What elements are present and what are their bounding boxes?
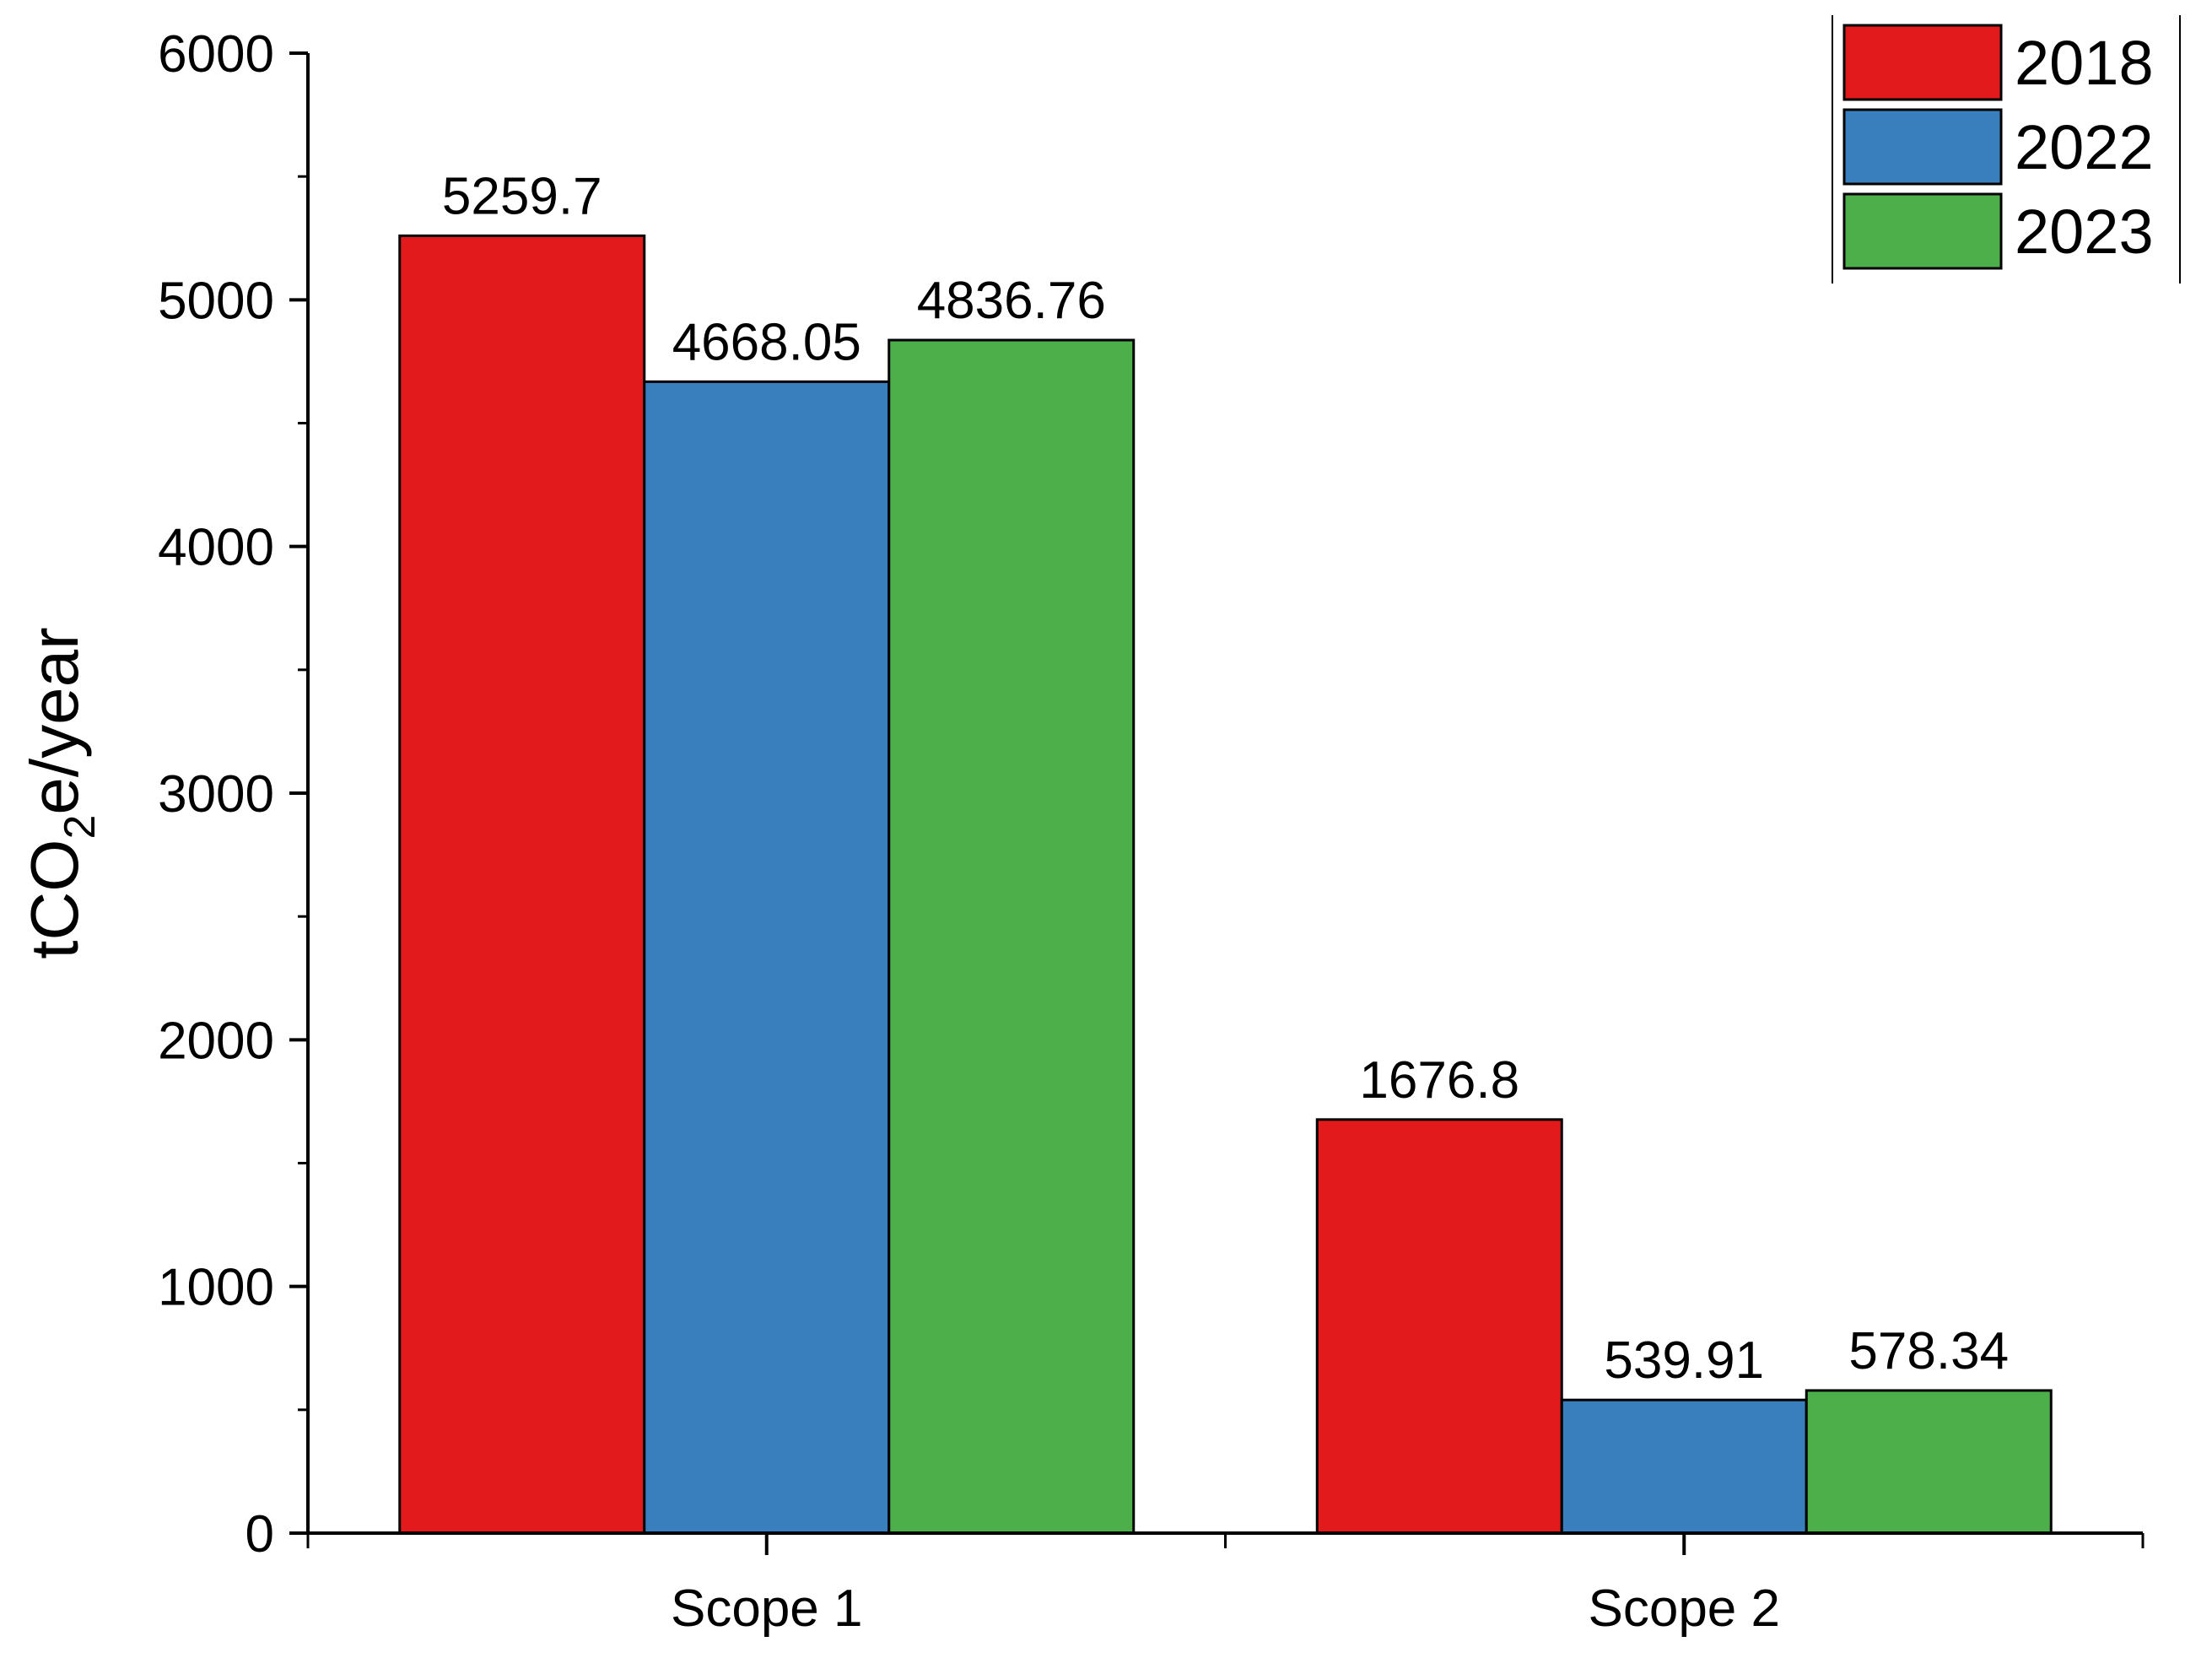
- bars-layer: [398, 234, 2053, 1535]
- y-tick-label: 6000: [158, 25, 274, 84]
- x-tick-label: Scope 2: [1588, 1580, 1780, 1638]
- y-tick-label: 4000: [158, 519, 274, 577]
- legend-label-2022: 2022: [2015, 112, 2154, 182]
- bar-2018-scope-2: [1315, 1118, 1563, 1535]
- bar-2022-scope-2: [1560, 1398, 1808, 1535]
- data-labels-layer: 5259.7 4668.05 4836.76 1676.8 539.91 578.34: [442, 167, 2009, 1390]
- bar-2023-scope-1: [887, 338, 1136, 1535]
- bar-2018-scope-1: [398, 234, 646, 1535]
- legend-swatch-2018: [1842, 24, 2003, 101]
- y-tick-label: 1000: [158, 1259, 274, 1317]
- data-label-2022-scope-1: 4668.05: [672, 313, 861, 371]
- legend: 2018 2022 2023: [1832, 15, 2181, 284]
- axes-layer: 0 1000 2000 3000 4000 5000 6000 Scope 1 Scope 2: [158, 25, 2145, 1638]
- y-tick-label: 2000: [158, 1012, 274, 1070]
- y-tick-label: 5000: [158, 272, 274, 330]
- x-tick-label: Scope 1: [671, 1580, 863, 1638]
- y-axis-title: tCO2e/year: [17, 627, 105, 959]
- legend-swatch-2022: [1842, 108, 2003, 186]
- bar-2023-scope-2: [1805, 1389, 2053, 1535]
- data-label-2018-scope-2: 1676.8: [1359, 1051, 1519, 1110]
- legend-label-2023: 2023: [2015, 197, 2154, 267]
- data-label-2023-scope-1: 4836.76: [917, 272, 1106, 330]
- legend-label-2018: 2018: [2015, 28, 2154, 98]
- legend-swatch-2023: [1842, 192, 2003, 270]
- data-label-2018-scope-1: 5259.7: [442, 167, 602, 225]
- y-tick-label: 3000: [158, 765, 274, 824]
- bar-2022-scope-1: [643, 380, 891, 1535]
- data-label-2022-scope-2: 539.91: [1604, 1331, 1764, 1390]
- data-label-2023-scope-2: 578.34: [1848, 1322, 2009, 1380]
- y-tick-label: 0: [245, 1505, 274, 1563]
